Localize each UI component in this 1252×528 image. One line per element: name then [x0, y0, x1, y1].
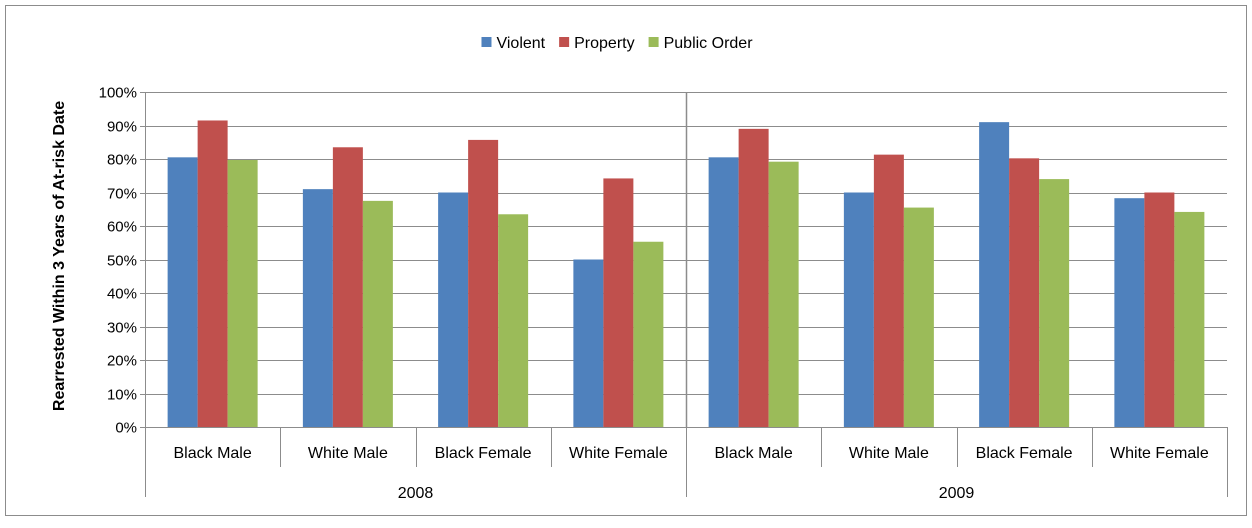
bar-public-order	[633, 241, 664, 427]
bar-public-order	[227, 160, 258, 427]
legend-swatch	[559, 37, 570, 47]
y-tick-label: 100%	[99, 85, 137, 102]
bar-property	[738, 128, 769, 427]
y-tick-label: 90%	[107, 119, 137, 136]
legend-swatch	[648, 37, 659, 47]
bar-violent	[302, 189, 333, 427]
legend: Violent Property Public Order	[481, 35, 753, 52]
y-tick-label: 60%	[107, 219, 137, 236]
bar-public-order	[498, 214, 529, 427]
bar-property	[197, 120, 228, 427]
x-category-label: White Male	[308, 445, 388, 462]
axes	[140, 92, 1228, 497]
legend-swatch	[481, 37, 492, 47]
bar-public-order	[362, 200, 393, 427]
bar-property	[873, 154, 904, 427]
bar-property	[332, 147, 363, 427]
bar-violent	[708, 157, 739, 427]
x-category-label: Black Female	[435, 445, 532, 462]
bar-violent	[843, 192, 874, 427]
bar-property	[1009, 158, 1040, 427]
y-axis-title: Rearrested Within 3 Years of At-risk Dat…	[51, 101, 68, 411]
bar-violent	[573, 259, 604, 427]
legend-label: Violent	[496, 35, 545, 52]
bar-property	[603, 178, 634, 427]
y-tick-label: 30%	[107, 320, 137, 337]
y-tick-labels: 0% 10% 20% 30% 40% 50% 60% 70% 80% 90% 100%	[99, 85, 137, 437]
x-category-label: Black Female	[976, 445, 1073, 462]
x-category-label: White Female	[569, 445, 668, 462]
bar-public-order	[768, 161, 799, 427]
y-tick-label: 10%	[107, 387, 137, 404]
y-tick-label: 40%	[107, 286, 137, 303]
bar-violent	[1114, 198, 1145, 427]
bars	[167, 120, 1205, 428]
y-tick-label: 50%	[107, 253, 137, 270]
bar-violent	[979, 122, 1010, 428]
bar-public-order	[903, 207, 934, 427]
bar-property	[1144, 192, 1175, 427]
y-tick-label: 70%	[107, 186, 137, 203]
bar-violent	[167, 157, 198, 427]
bar-public-order	[1174, 211, 1205, 427]
x-category-label: White Male	[849, 445, 929, 462]
bar-property	[468, 139, 499, 427]
y-tick-label: 20%	[107, 353, 137, 370]
y-tick-label: 0%	[115, 420, 137, 437]
legend-label: Public Order	[664, 35, 754, 52]
x-axis-labels: Black Male White Male Black Female White Fe…	[174, 445, 1209, 502]
y-tick-label: 80%	[107, 152, 137, 169]
x-category-label: Black Male	[715, 445, 793, 462]
bar-public-order	[1039, 179, 1070, 427]
bar-violent	[438, 192, 469, 427]
x-group-label: 2008	[398, 485, 434, 502]
x-group-label: 2009	[939, 485, 975, 502]
x-category-label: Black Male	[174, 445, 252, 462]
x-category-label: White Female	[1110, 445, 1209, 462]
legend-label: Property	[574, 35, 634, 52]
